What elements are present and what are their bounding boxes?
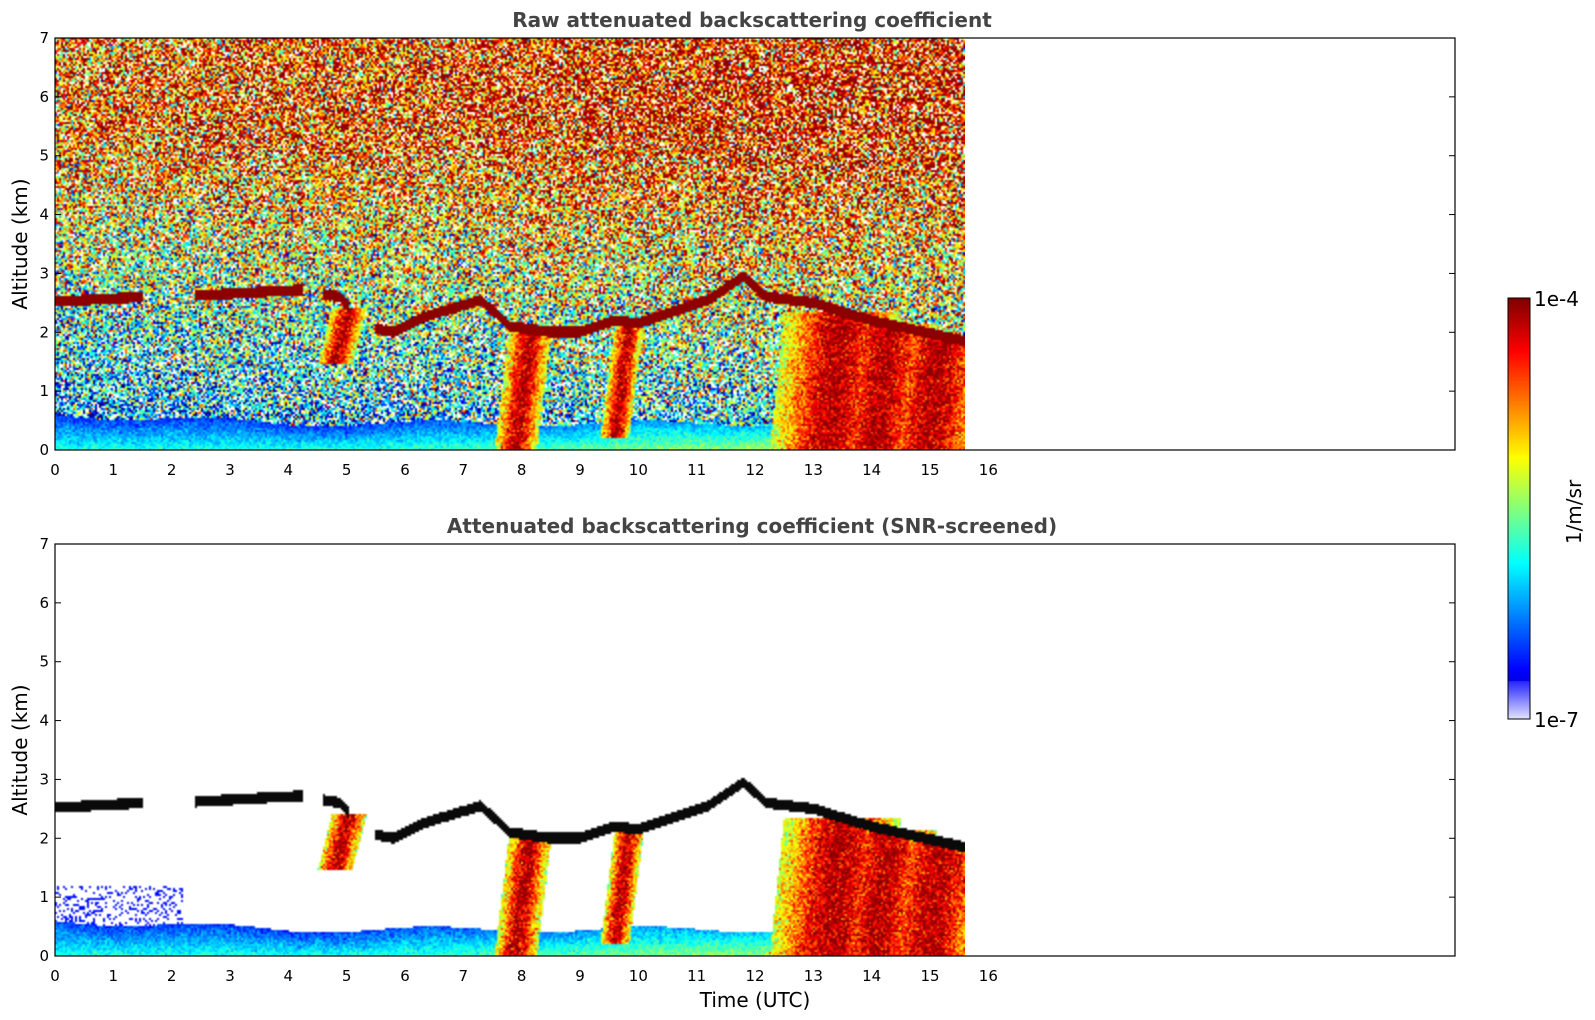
raw-x-tick-label: 1: [109, 461, 119, 479]
raw-x-ticks: 0 1 2 3 4 5 6 7 8 9 10 11 12 13 14 15 16: [50, 461, 998, 479]
raw-y-tick-label: 5: [39, 147, 49, 165]
screened-backscatter-panel: Attenuated backscattering coefficient (S…: [8, 514, 1456, 1012]
screened-panel-frame: [54, 543, 1456, 957]
raw-x-tick-label: 5: [342, 461, 352, 479]
colorbar-gradient: [1508, 298, 1530, 719]
raw-y-tick-label: 4: [39, 206, 49, 224]
screened-y-tick-label: 0: [39, 947, 49, 965]
raw-y-tick-label: 7: [39, 29, 49, 47]
colorbar-frame: [1507, 297, 1531, 720]
raw-x-tick-label: 13: [804, 461, 823, 479]
raw-y-tick-label: 6: [39, 88, 49, 106]
screened-x-tick-label: 12: [745, 967, 764, 985]
raw-x-tick-label: 6: [400, 461, 410, 479]
colorbar-min-label: 1e-7: [1534, 708, 1579, 732]
raw-x-tick-label: 8: [517, 461, 527, 479]
raw-y-ticks: 0 1 2 3 4 5 6 7: [39, 29, 1455, 459]
screened-x-tick-label: 1: [109, 967, 119, 985]
raw-x-tick-label: 4: [284, 461, 294, 479]
x-axis-label: Time (UTC): [699, 988, 811, 1012]
raw-x-tick-label: 15: [920, 461, 939, 479]
raw-backscatter-panel: Raw attenuated backscattering coefficien…: [8, 8, 1456, 479]
raw-x-tick-label: 2: [167, 461, 177, 479]
screened-y-tick-label: 7: [39, 535, 49, 553]
screened-y-tick-label: 2: [39, 829, 49, 847]
screened-y-ticks: 0 1 2 3 4 5 6 7: [39, 535, 1455, 965]
screened-backscatter-heatmap: [55, 544, 965, 956]
screened-x-tick-label: 4: [284, 967, 294, 985]
screened-x-tick-label: 9: [575, 967, 585, 985]
raw-x-tick-label: 3: [225, 461, 235, 479]
screened-x-tick-label: 13: [804, 967, 823, 985]
raw-x-tick-label: 14: [862, 461, 881, 479]
raw-panel-frame: [54, 37, 1456, 451]
colorbar-unit-label: 1/m/sr: [1562, 479, 1586, 544]
screened-x-tick-label: 7: [459, 967, 469, 985]
screened-y-tick-label: 3: [39, 770, 49, 788]
screened-x-tick-label: 8: [517, 967, 527, 985]
screened-x-tick-label: 3: [225, 967, 235, 985]
raw-backscatter-heatmap: [55, 38, 965, 450]
screened-y-tick-label: 6: [39, 594, 49, 612]
raw-x-tick-label: 0: [50, 461, 60, 479]
screened-x-ticks: 0 1 2 3 4 5 6 7 8 9 10 11 12 13 14 15 16: [50, 967, 998, 985]
raw-y-tick-label: 1: [39, 382, 49, 400]
screened-y-axis-label: Altitude (km): [8, 684, 32, 815]
screened-panel-title: Attenuated backscattering coefficient (S…: [447, 514, 1057, 538]
raw-panel-title: Raw attenuated backscattering coefficien…: [512, 8, 992, 32]
raw-x-tick-label: 7: [459, 461, 469, 479]
raw-y-tick-label: 0: [39, 441, 49, 459]
raw-y-tick-label: 3: [39, 264, 49, 282]
screened-x-tick-label: 16: [979, 967, 998, 985]
colorbar-max-label: 1e-4: [1534, 287, 1579, 311]
screened-x-tick-label: 15: [920, 967, 939, 985]
screened-x-tick-label: 14: [862, 967, 881, 985]
screened-x-tick-label: 0: [50, 967, 60, 985]
screened-x-tick-label: 2: [167, 967, 177, 985]
screened-x-tick-label: 5: [342, 967, 352, 985]
screened-x-tick-label: 6: [400, 967, 410, 985]
colorbar: 1e-4 1e-7 1/m/sr: [1507, 287, 1586, 732]
screened-y-tick-label: 5: [39, 653, 49, 671]
raw-x-tick-label: 9: [575, 461, 585, 479]
screened-y-tick-label: 1: [39, 888, 49, 906]
raw-x-tick-label: 11: [687, 461, 706, 479]
raw-x-tick-label: 10: [629, 461, 648, 479]
screened-x-tick-label: 11: [687, 967, 706, 985]
screened-y-tick-label: 4: [39, 712, 49, 730]
screened-x-tick-label: 10: [629, 967, 648, 985]
raw-y-axis-label: Altitude (km): [8, 178, 32, 309]
raw-x-tick-label: 12: [745, 461, 764, 479]
raw-y-tick-label: 2: [39, 323, 49, 341]
raw-x-tick-label: 16: [979, 461, 998, 479]
